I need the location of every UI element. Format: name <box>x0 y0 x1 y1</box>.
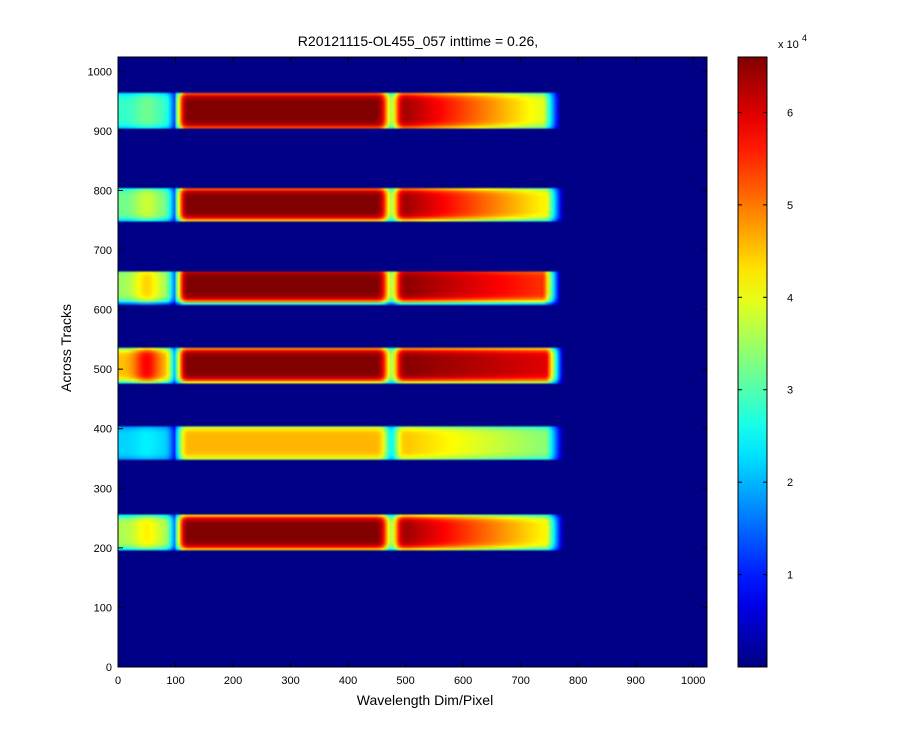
x-tick-label: 500 <box>396 675 414 687</box>
x-axis: 0 100 200 300 400 500 600 700 800 900 1000 <box>115 57 705 687</box>
y-tick-label: 900 <box>94 126 112 138</box>
y-tick-label: 1000 <box>88 66 112 78</box>
y-tick-label: 0 <box>106 662 112 674</box>
x-tick-label: 100 <box>166 675 184 687</box>
heatmap-image <box>118 57 707 667</box>
x-tick-label: 300 <box>281 675 299 687</box>
x-tick-label: 900 <box>626 675 644 687</box>
colorbar-tick-label: 4 <box>787 292 793 304</box>
y-tick-label: 200 <box>94 543 112 555</box>
colorbar-exponent-base: x 10 <box>778 39 799 51</box>
y-tick-label: 500 <box>94 364 112 376</box>
colorbar-gradient <box>737 56 768 668</box>
y-tick-label: 100 <box>94 602 112 614</box>
y-tick-label: 600 <box>94 305 112 317</box>
x-tick-label: 700 <box>511 675 529 687</box>
colorbar-exponent-power: 4 <box>802 33 807 43</box>
x-tick-label: 1000 <box>681 675 705 687</box>
plot-area <box>117 56 708 668</box>
y-tick-label: 700 <box>94 245 112 257</box>
plot-frame <box>117 56 708 668</box>
chart-title: R20121115-OL455_057 inttime = 0.26, <box>298 33 538 49</box>
colorbar-tick-label: 6 <box>787 107 793 119</box>
colorbar-tick-label: 3 <box>787 385 793 397</box>
y-axis-label: Across Tracks <box>58 304 74 392</box>
colorbar: 1 2 3 4 5 6 x 10 4 <box>737 33 807 668</box>
y-tick-label: 400 <box>94 424 112 436</box>
colorbar-tick-label: 1 <box>787 570 793 582</box>
x-tick-label: 800 <box>569 675 587 687</box>
y-tick-label: 800 <box>94 185 112 197</box>
colorbar-ticks: 1 2 3 4 5 6 <box>738 107 793 582</box>
colorbar-tick-label: 5 <box>787 200 793 212</box>
x-tick-label: 400 <box>339 675 357 687</box>
y-tick-label: 300 <box>94 483 112 495</box>
colorbar-tick-label: 2 <box>787 477 793 489</box>
x-axis-label: Wavelength Dim/Pixel <box>357 692 493 708</box>
x-tick-label: 200 <box>224 675 242 687</box>
y-axis: 0 100 200 300 400 500 600 700 800 900 1000 <box>88 66 707 674</box>
x-tick-label: 0 <box>115 675 121 687</box>
x-tick-label: 600 <box>454 675 472 687</box>
colorbar-exponent-label: x 10 4 <box>778 33 807 51</box>
